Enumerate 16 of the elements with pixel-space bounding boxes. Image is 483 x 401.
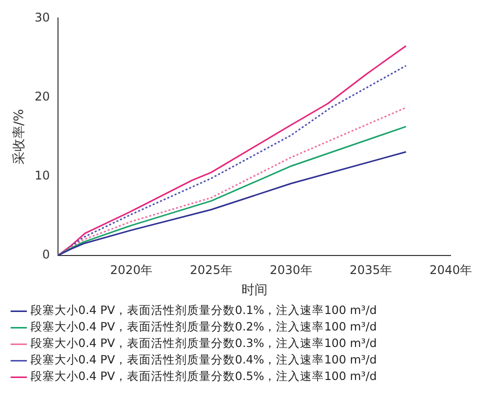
y-tick-label: 0 (42, 248, 50, 262)
x-axis-title: 时间 (241, 283, 268, 298)
x-tick-label: 2020年 (110, 262, 153, 277)
legend-label: 段塞大小0.4 PV，表面活性剂质量分数0.4%，注入速率100 m³/d (30, 352, 377, 367)
x-tick-label: 2025年 (190, 262, 232, 277)
legend-label: 段塞大小0.4 PV，表面活性剂质量分数0.2%，注入速率100 m³/d (30, 320, 377, 334)
x-tick-label: 2030年 (270, 262, 312, 277)
y-tick-label: 30 (34, 10, 50, 24)
y-tick-label: 10 (34, 168, 50, 183)
y-tick-label: 20 (34, 89, 50, 104)
legend-label: 段塞大小0.4 PV，表面活性剂质量分数0.5%，注入速率100 m³/d (30, 369, 377, 384)
legend-label: 段塞大小0.4 PV，表面活性剂质量分数0.1%，注入速率100 m³/d (30, 303, 377, 318)
legend-label: 段塞大小0.4 PV，表面活性剂质量分数0.3%，注入速率100 m³/d (30, 336, 377, 350)
y-axis-title: 采收率/% (11, 108, 28, 165)
x-tick-label: 2035年 (350, 262, 392, 277)
x-tick-label: 2040年 (429, 262, 472, 277)
